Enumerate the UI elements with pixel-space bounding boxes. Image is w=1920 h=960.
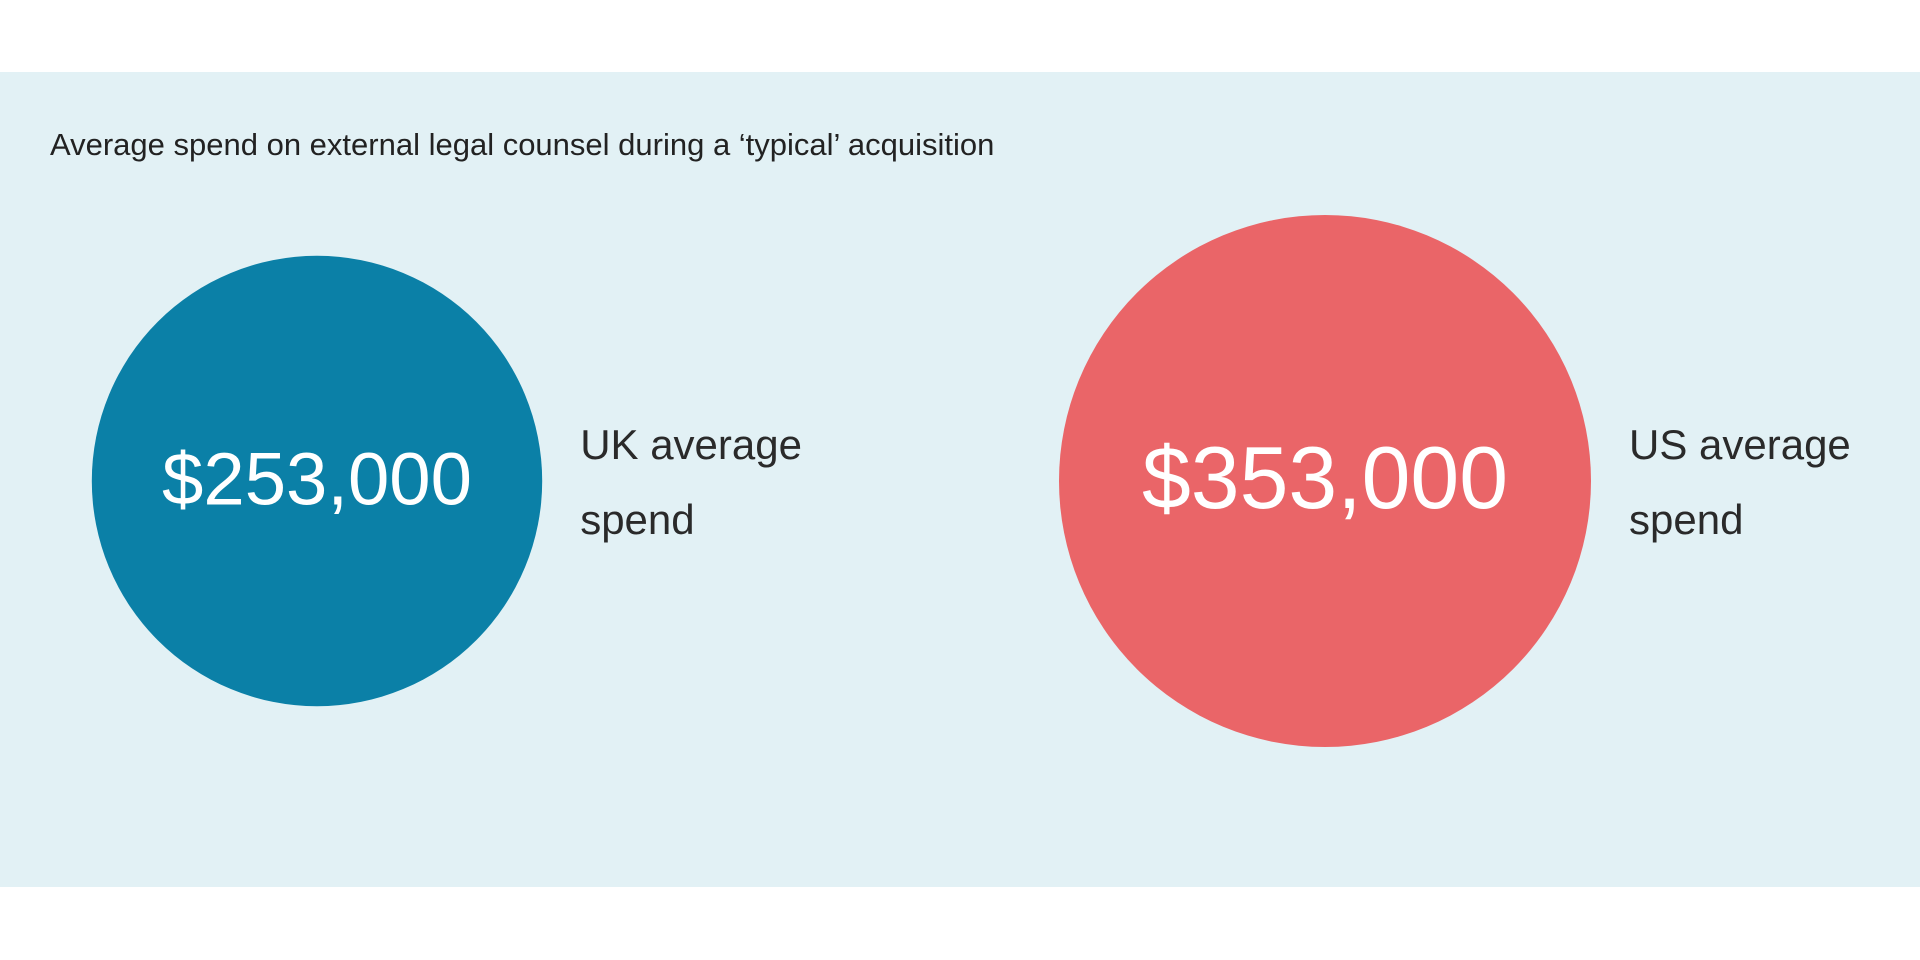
value-label: $253,000 [162, 438, 472, 521]
chart-title: Average spend on external legal counsel … [50, 127, 994, 162]
bubble [91, 255, 543, 707]
category-label: UK average spend [580, 421, 802, 543]
value-label: $353,000 [1142, 429, 1508, 527]
bubble [1059, 215, 1591, 747]
category-label: US average spend [1629, 421, 1851, 543]
